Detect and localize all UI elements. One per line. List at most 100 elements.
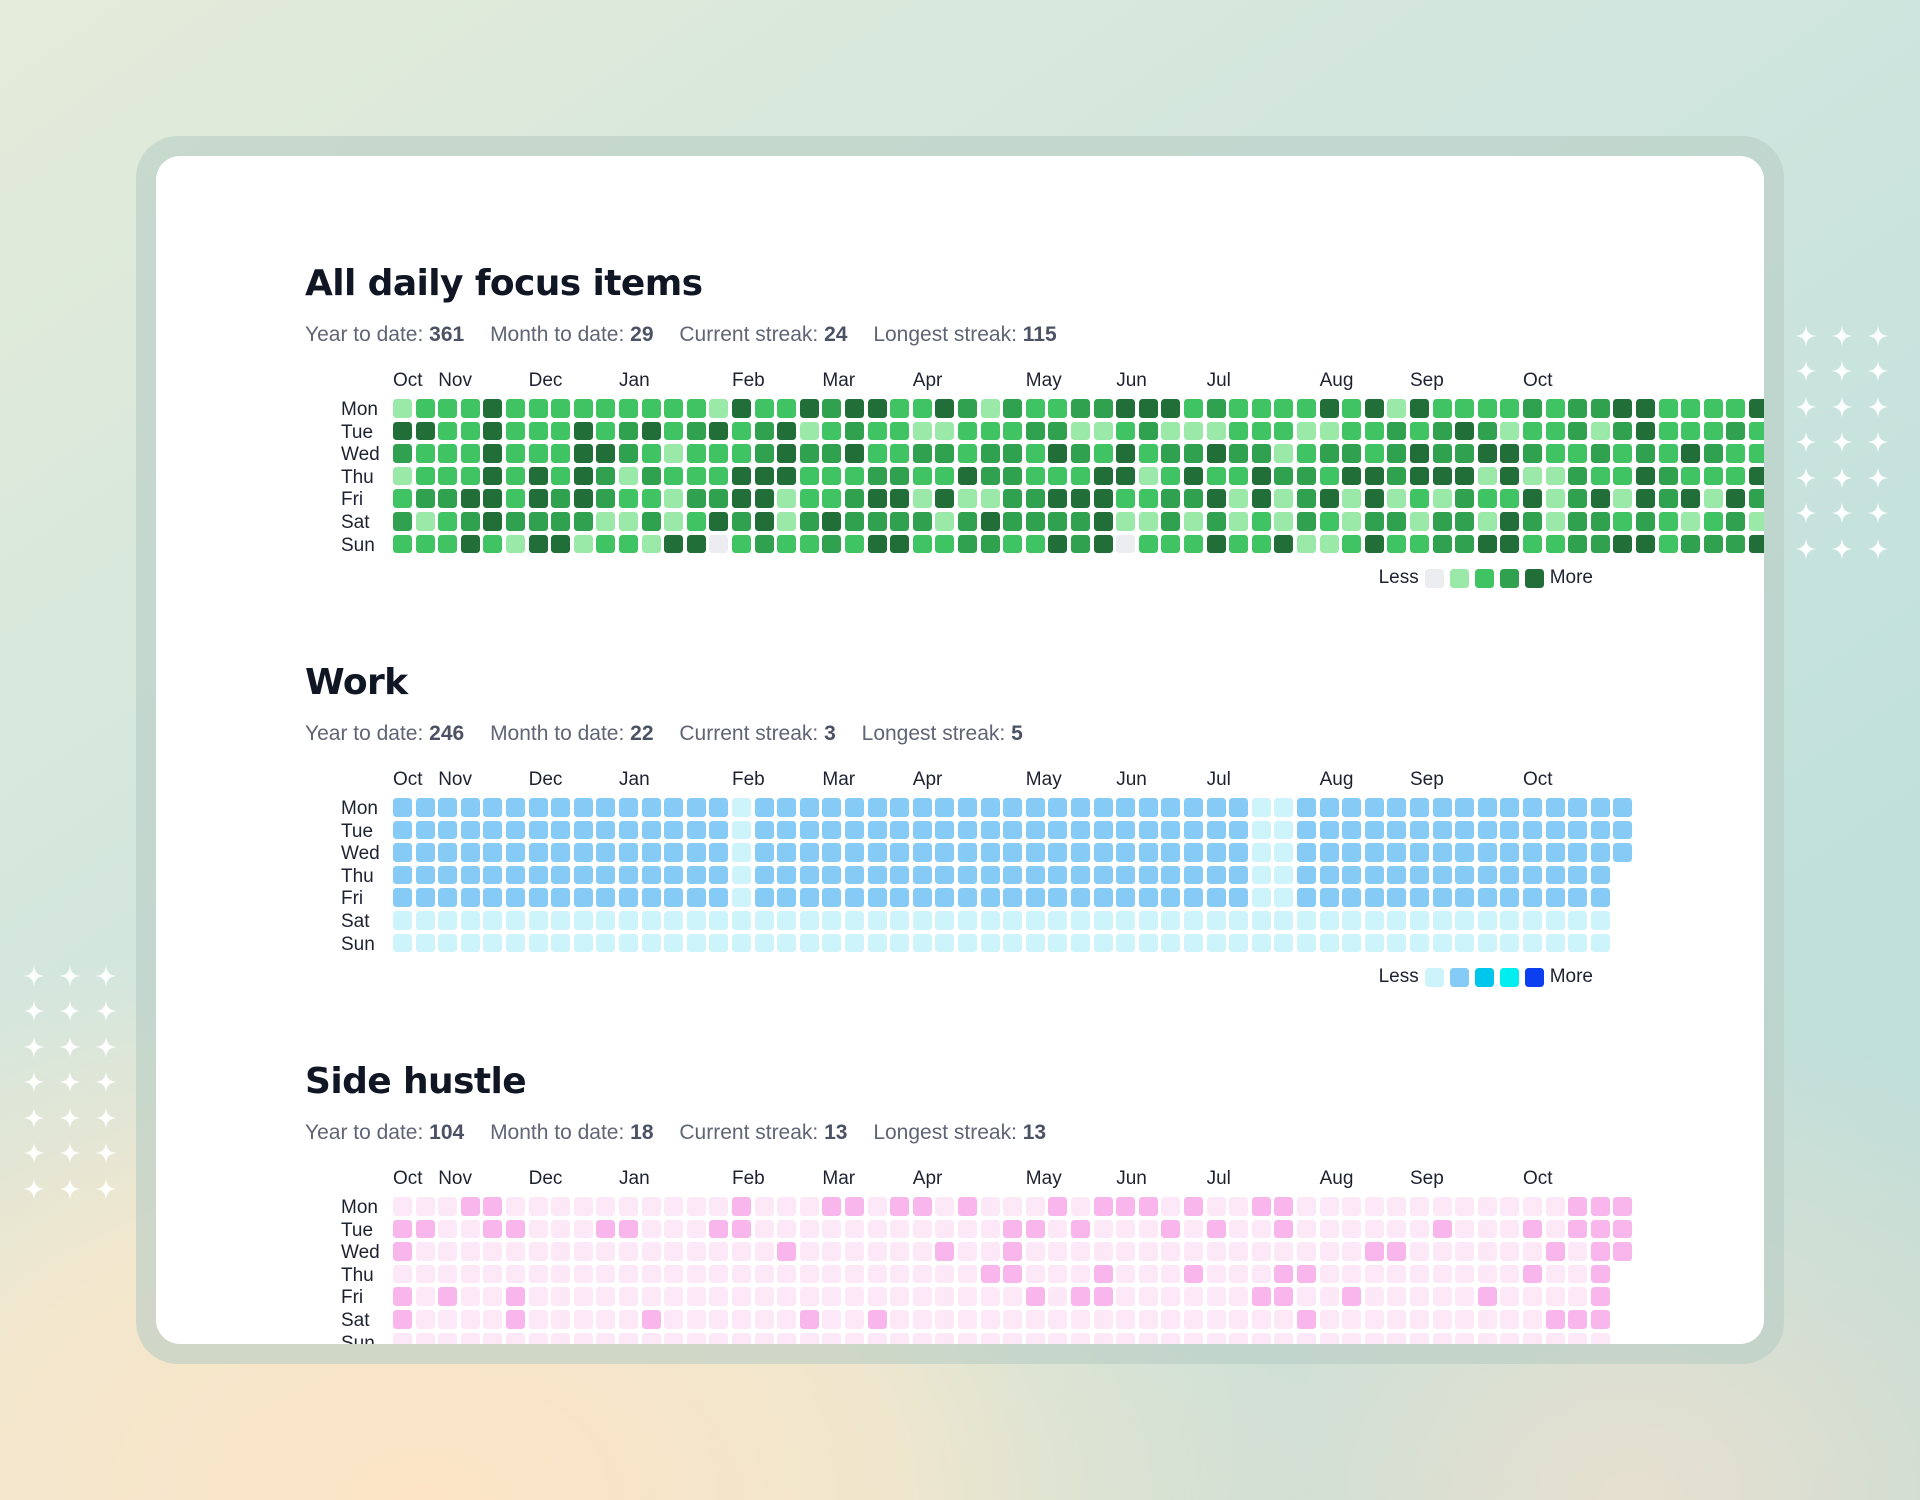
- heatmap-cell[interactable]: [845, 820, 864, 840]
- heatmap-cell[interactable]: [732, 1332, 751, 1344]
- heatmap-cell[interactable]: [573, 1310, 593, 1329]
- heatmap-cell[interactable]: [1025, 1197, 1045, 1216]
- heatmap-cell[interactable]: [1161, 399, 1181, 418]
- heatmap-cell[interactable]: [1161, 1332, 1181, 1344]
- heatmap-cell[interactable]: [1138, 489, 1158, 508]
- heatmap-cell[interactable]: [1545, 1197, 1565, 1216]
- heatmap-cell[interactable]: [1749, 466, 1764, 486]
- heatmap-cell[interactable]: [1093, 820, 1113, 840]
- heatmap-cell[interactable]: [573, 933, 593, 953]
- heatmap-cell[interactable]: [1568, 888, 1588, 907]
- heatmap-cell[interactable]: [1048, 1219, 1068, 1239]
- heatmap-cell[interactable]: [890, 933, 910, 953]
- heatmap-cell[interactable]: [1523, 1264, 1542, 1284]
- heatmap-cell[interactable]: [799, 1197, 819, 1216]
- heatmap-cell[interactable]: [1048, 1310, 1068, 1329]
- heatmap-cell[interactable]: [1229, 421, 1249, 441]
- heatmap-cell[interactable]: [664, 444, 684, 463]
- heatmap-cell[interactable]: [641, 843, 661, 862]
- heatmap-cell[interactable]: [686, 444, 706, 463]
- heatmap-cell[interactable]: [935, 1264, 955, 1284]
- heatmap-cell[interactable]: [664, 399, 684, 418]
- heatmap-cell[interactable]: [528, 1310, 548, 1329]
- heatmap-cell[interactable]: [867, 421, 887, 441]
- heatmap-cell[interactable]: [438, 489, 458, 508]
- heatmap-cell[interactable]: [1116, 1310, 1136, 1329]
- heatmap-cell[interactable]: [1003, 865, 1023, 885]
- heatmap-cell[interactable]: [573, 421, 593, 441]
- heatmap-cell[interactable]: [1116, 1287, 1136, 1306]
- heatmap-cell[interactable]: [1161, 843, 1181, 862]
- heatmap-cell[interactable]: [1206, 489, 1226, 508]
- heatmap-cell[interactable]: [1545, 1287, 1565, 1306]
- heatmap-cell[interactable]: [935, 1332, 955, 1344]
- heatmap-cell[interactable]: [1138, 798, 1158, 817]
- heatmap-cell[interactable]: [754, 489, 774, 508]
- heatmap-cell[interactable]: [822, 421, 842, 441]
- heatmap-cell[interactable]: [1613, 399, 1633, 418]
- heatmap-cell[interactable]: [1545, 820, 1565, 840]
- heatmap-cell[interactable]: [1071, 489, 1090, 508]
- heatmap-cell[interactable]: [1658, 534, 1678, 554]
- heatmap-cell[interactable]: [551, 888, 571, 907]
- heatmap-cell[interactable]: [799, 534, 819, 554]
- heatmap-cell[interactable]: [1206, 1197, 1226, 1216]
- heatmap-cell[interactable]: [1161, 1264, 1181, 1284]
- heatmap-cell[interactable]: [1387, 888, 1407, 907]
- heatmap-cell[interactable]: [1206, 444, 1226, 463]
- heatmap-cell[interactable]: [1455, 1310, 1475, 1329]
- heatmap-cell[interactable]: [1229, 489, 1249, 508]
- heatmap-cell[interactable]: [1116, 512, 1136, 531]
- heatmap-cell[interactable]: [1432, 1310, 1452, 1329]
- heatmap-cell[interactable]: [1071, 1264, 1090, 1284]
- heatmap-cell[interactable]: [1116, 1197, 1136, 1216]
- heatmap-cell[interactable]: [415, 466, 435, 486]
- heatmap-cell[interactable]: [1410, 933, 1429, 953]
- heatmap-cell[interactable]: [1726, 466, 1746, 486]
- heatmap-cell[interactable]: [1274, 466, 1294, 486]
- heatmap-cell[interactable]: [1432, 444, 1452, 463]
- heatmap-cell[interactable]: [1003, 534, 1023, 554]
- heatmap-cell[interactable]: [980, 865, 1000, 885]
- heatmap-cell[interactable]: [528, 1332, 548, 1344]
- heatmap-cell[interactable]: [1297, 1242, 1316, 1261]
- heatmap-cell[interactable]: [551, 843, 571, 862]
- heatmap-cell[interactable]: [1003, 1310, 1023, 1329]
- heatmap-cell[interactable]: [1161, 1287, 1181, 1306]
- heatmap-cell[interactable]: [1297, 933, 1316, 953]
- heatmap-cell[interactable]: [438, 466, 458, 486]
- heatmap-cell[interactable]: [958, 1197, 977, 1216]
- heatmap-cell[interactable]: [1184, 1197, 1203, 1216]
- heatmap-cell[interactable]: [1364, 512, 1384, 531]
- heatmap-cell[interactable]: [1410, 1197, 1429, 1216]
- heatmap-cell[interactable]: [1681, 534, 1701, 554]
- heatmap-cell[interactable]: [890, 911, 910, 930]
- heatmap-cell[interactable]: [686, 865, 706, 885]
- heatmap-cell[interactable]: [596, 421, 616, 441]
- heatmap-cell[interactable]: [506, 1197, 525, 1216]
- heatmap-cell[interactable]: [415, 911, 435, 930]
- heatmap-cell[interactable]: [1025, 820, 1045, 840]
- heatmap-cell[interactable]: [1161, 534, 1181, 554]
- heatmap-cell[interactable]: [664, 421, 684, 441]
- heatmap-cell[interactable]: [1545, 466, 1565, 486]
- heatmap-cell[interactable]: [935, 1310, 955, 1329]
- heatmap-cell[interactable]: [777, 1197, 797, 1216]
- heatmap-cell[interactable]: [1342, 466, 1362, 486]
- heatmap-cell[interactable]: [1251, 1264, 1271, 1284]
- heatmap-cell[interactable]: [935, 933, 955, 953]
- heatmap-cell[interactable]: [1364, 1264, 1384, 1284]
- heatmap-cell[interactable]: [1071, 534, 1090, 554]
- heatmap-cell[interactable]: [1229, 911, 1249, 930]
- heatmap-cell[interactable]: [799, 512, 819, 531]
- heatmap-cell[interactable]: [641, 1332, 661, 1344]
- heatmap-cell[interactable]: [1342, 421, 1362, 441]
- heatmap-cell[interactable]: [1138, 1287, 1158, 1306]
- heatmap-cell[interactable]: [732, 1242, 751, 1261]
- heatmap-cell[interactable]: [754, 1264, 774, 1284]
- heatmap-cell[interactable]: [1477, 1242, 1497, 1261]
- heatmap-cell[interactable]: [1523, 1219, 1542, 1239]
- heatmap-cell[interactable]: [1364, 1310, 1384, 1329]
- heatmap-cell[interactable]: [1184, 1287, 1203, 1306]
- heatmap-cell[interactable]: [1500, 1242, 1520, 1261]
